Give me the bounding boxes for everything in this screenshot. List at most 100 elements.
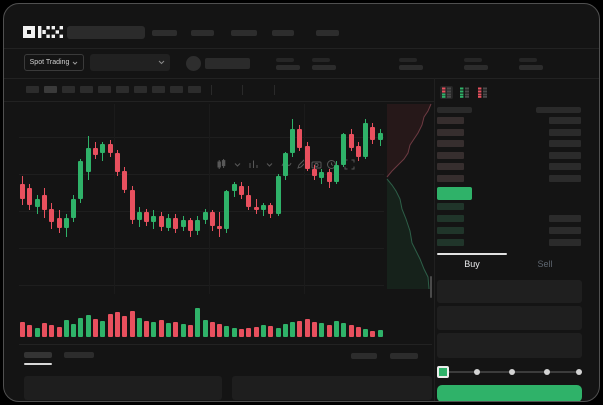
candle[interactable] <box>246 195 252 207</box>
candle[interactable] <box>341 134 347 165</box>
candle[interactable] <box>377 132 383 141</box>
ask-price-bar[interactable] <box>437 140 464 147</box>
nav-item-placeholder[interactable] <box>272 30 294 36</box>
candlestick-chart[interactable] <box>19 104 384 294</box>
candle[interactable] <box>71 199 77 218</box>
candle[interactable] <box>20 183 25 199</box>
interval-button[interactable] <box>170 86 183 93</box>
candle[interactable] <box>348 134 354 148</box>
ask-price-bar[interactable] <box>437 117 464 124</box>
candle[interactable] <box>268 204 274 215</box>
candle[interactable] <box>290 128 296 154</box>
candle[interactable] <box>85 147 91 173</box>
interval-button[interactable] <box>134 86 147 93</box>
history-icon[interactable] <box>326 159 337 170</box>
candle[interactable] <box>195 219 201 232</box>
candle[interactable] <box>209 212 215 226</box>
candle[interactable] <box>41 195 47 211</box>
interval-button[interactable] <box>116 86 129 93</box>
candle[interactable] <box>217 225 223 230</box>
candle[interactable] <box>151 216 157 222</box>
nav-item-placeholder[interactable] <box>316 30 339 36</box>
candle[interactable] <box>107 143 113 154</box>
candle[interactable] <box>231 183 237 192</box>
interval-button[interactable] <box>188 86 201 93</box>
candle[interactable] <box>180 219 186 228</box>
candle[interactable] <box>27 187 33 205</box>
interval-button[interactable] <box>44 86 57 93</box>
ask-price-bar[interactable] <box>437 175 464 182</box>
slider-handle[interactable] <box>437 366 449 378</box>
candle[interactable] <box>355 145 361 158</box>
book-combined-icon[interactable] <box>440 86 453 99</box>
candle[interactable] <box>187 219 193 232</box>
bid-price-bar[interactable] <box>437 239 464 246</box>
tab-buy[interactable]: Buy <box>464 259 480 269</box>
bid-price-bar[interactable] <box>437 203 464 210</box>
candle[interactable] <box>129 189 135 220</box>
candle[interactable] <box>363 123 369 158</box>
nav-item-placeholder[interactable] <box>231 30 257 36</box>
ask-price-bar[interactable] <box>437 129 464 136</box>
candle[interactable] <box>56 218 62 228</box>
candle[interactable] <box>93 147 98 156</box>
nav-item-placeholder[interactable] <box>191 30 214 36</box>
slider-stop[interactable] <box>509 369 515 375</box>
indicators-icon[interactable] <box>248 159 259 170</box>
candle[interactable] <box>63 218 69 228</box>
candle[interactable] <box>333 164 339 182</box>
candle[interactable] <box>49 208 55 222</box>
candle[interactable] <box>144 212 150 222</box>
bottom-link[interactable] <box>390 353 418 359</box>
pair-selector-dropdown[interactable] <box>90 54 170 71</box>
book-bids-icon[interactable] <box>458 86 471 99</box>
candles-icon[interactable] <box>216 159 227 170</box>
candle[interactable] <box>297 128 303 148</box>
chevron-down-icon[interactable] <box>264 159 275 170</box>
bid-price-bar[interactable] <box>437 227 464 234</box>
candle[interactable] <box>326 172 332 182</box>
amount-field[interactable] <box>437 306 582 330</box>
interval-button[interactable] <box>80 86 93 93</box>
interval-button[interactable] <box>98 86 111 93</box>
market-type-dropdown[interactable]: Spot Trading <box>24 54 84 71</box>
tab-sell[interactable]: Sell <box>537 259 553 269</box>
candle[interactable] <box>260 204 266 211</box>
candle[interactable] <box>114 153 120 173</box>
interval-button[interactable] <box>152 86 165 93</box>
bottom-link[interactable] <box>351 353 377 359</box>
bottom-tab[interactable] <box>64 352 94 358</box>
candle[interactable] <box>78 161 84 199</box>
candle[interactable] <box>304 145 310 169</box>
candle[interactable] <box>253 206 259 211</box>
bid-price-bar[interactable] <box>437 215 464 222</box>
candle[interactable] <box>136 212 142 220</box>
total-field[interactable] <box>437 333 582 358</box>
candle[interactable] <box>202 212 208 220</box>
candle[interactable] <box>173 218 179 230</box>
slider-stop[interactable] <box>474 369 480 375</box>
candle[interactable] <box>34 199 40 207</box>
candle[interactable] <box>239 185 244 196</box>
book-asks-icon[interactable] <box>476 86 489 99</box>
candle[interactable] <box>312 168 317 177</box>
search-input[interactable] <box>67 26 145 39</box>
candle[interactable] <box>370 126 376 141</box>
last-price-bar[interactable] <box>437 187 472 200</box>
slider-stop[interactable] <box>544 369 550 375</box>
nav-item-placeholder[interactable] <box>152 30 177 36</box>
interval-button[interactable] <box>62 86 75 93</box>
candle[interactable] <box>122 170 128 190</box>
interval-button[interactable] <box>26 86 39 93</box>
slider-stop[interactable] <box>576 369 582 375</box>
buy-button[interactable] <box>437 385 582 401</box>
chevron-down-icon[interactable] <box>232 159 243 170</box>
candle[interactable] <box>224 191 230 230</box>
candle[interactable] <box>166 218 171 228</box>
price-field[interactable] <box>437 280 582 303</box>
candle[interactable] <box>158 216 164 228</box>
panel-scrollbar[interactable] <box>430 276 432 298</box>
amount-slider[interactable] <box>437 364 582 378</box>
bottom-tab[interactable] <box>24 352 52 358</box>
ask-price-bar[interactable] <box>437 163 464 170</box>
